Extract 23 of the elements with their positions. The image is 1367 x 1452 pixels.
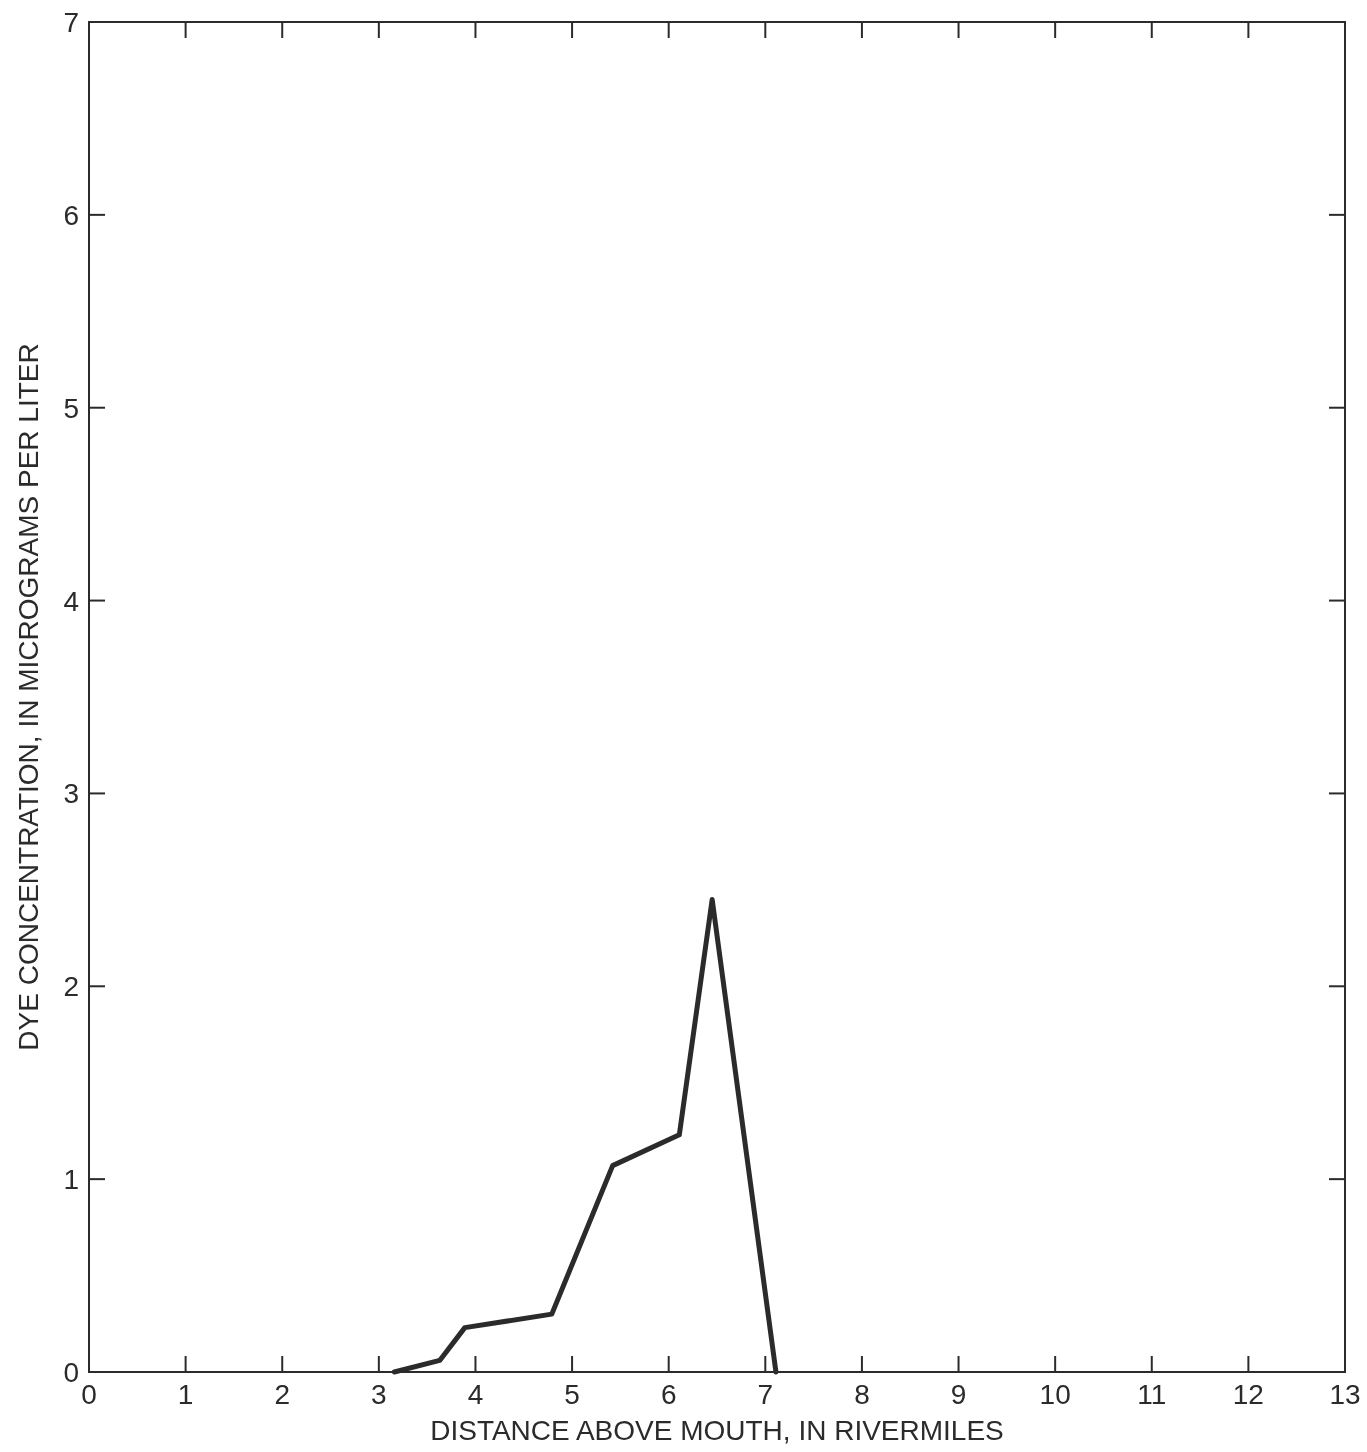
x-tick-label: 8 [854,1379,870,1410]
y-tick-label: 0 [63,1357,79,1388]
y-tick-label: 7 [63,7,79,38]
x-tick-label: 6 [660,1379,677,1410]
x-tick-label: 7 [757,1379,774,1410]
y-tick-label: 1 [63,1164,79,1196]
x-tick-label: 3 [371,1379,387,1410]
x-tick-label: 5 [564,1379,580,1410]
x-tick-label: 12 [1232,1379,1264,1410]
y-tick-label: 6 [63,199,79,231]
x-tick-label: 13 [1329,1379,1361,1410]
x-tick-label: 2 [274,1379,291,1410]
x-tick-label: 9 [950,1379,967,1410]
x-axis-title: DISTANCE ABOVE MOUTH, IN RIVERMILES [430,1415,1004,1446]
x-tick-label: 10 [1039,1379,1071,1410]
y-tick-label: 2 [63,971,79,1003]
x-tick-label: 4 [467,1379,484,1410]
x-tick-label: 1 [177,1379,194,1410]
y-tick-label: 5 [63,392,79,424]
y-tick-label: 3 [63,778,79,810]
y-axis-title: DYE CONCENTRATION, IN MICROGRAMS PER LITER [13,343,44,1051]
x-tick-label: 11 [1137,1379,1167,1410]
y-tick-label: 4 [63,585,79,617]
